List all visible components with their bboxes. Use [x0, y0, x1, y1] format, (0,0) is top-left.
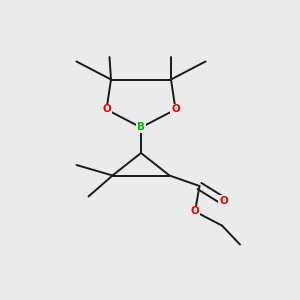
- Text: O: O: [190, 206, 200, 217]
- Text: O: O: [219, 196, 228, 206]
- Text: B: B: [137, 122, 145, 133]
- Text: O: O: [102, 104, 111, 115]
- Text: O: O: [171, 104, 180, 115]
